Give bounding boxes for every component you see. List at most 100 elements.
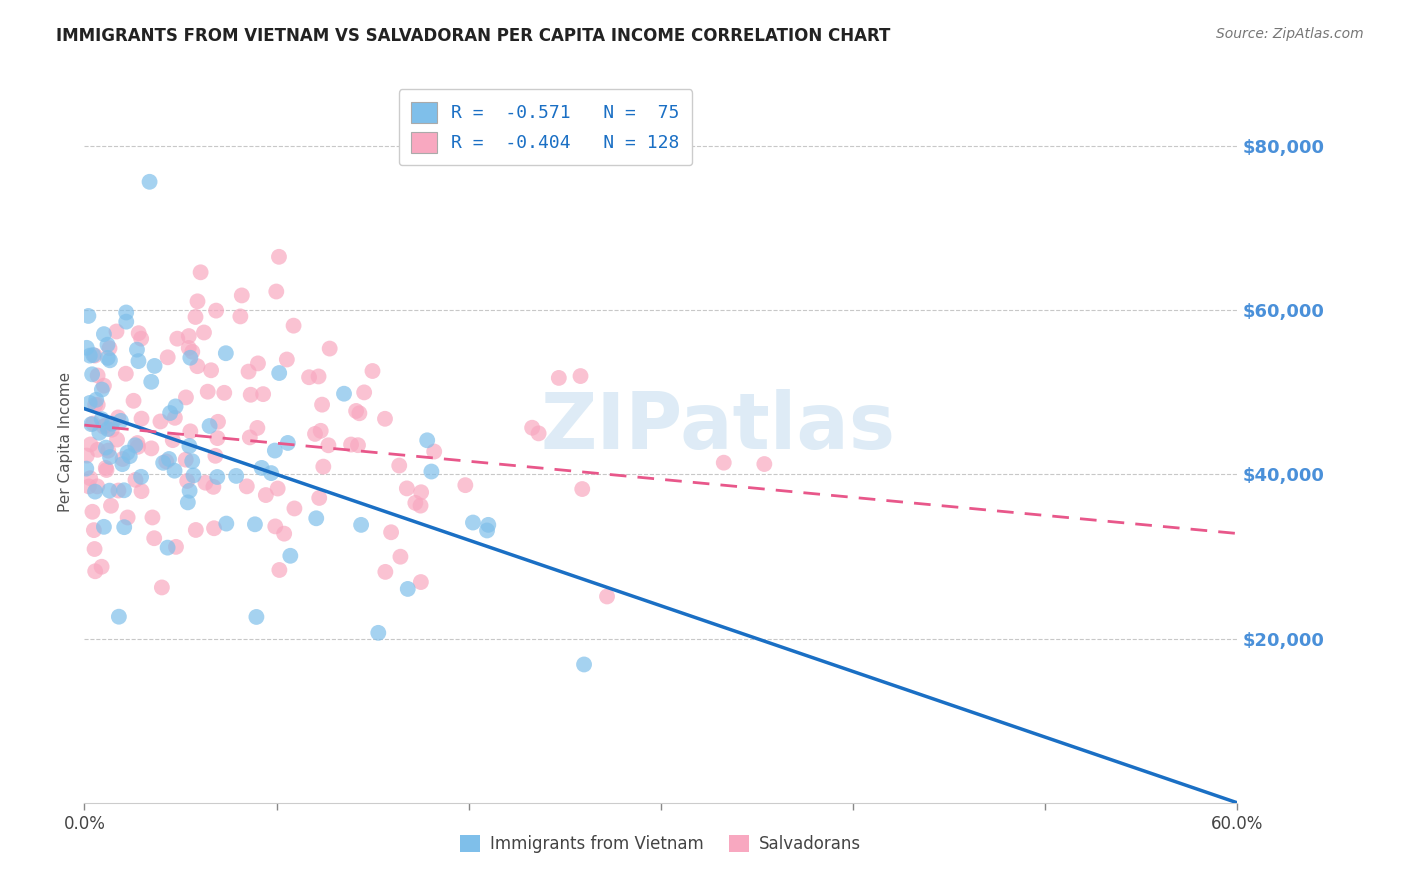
Point	[89, 425, 111, 440]
Point	[207, 470, 229, 484]
Point	[107, 410, 129, 425]
Point	[105, 325, 128, 339]
Point	[333, 386, 356, 401]
Point	[98, 450, 121, 464]
Point	[177, 495, 200, 509]
Point	[347, 438, 370, 452]
Point	[94, 461, 117, 475]
Point	[124, 438, 146, 452]
Point	[163, 410, 186, 425]
Point	[264, 519, 287, 533]
Point	[278, 549, 301, 563]
Point	[304, 426, 326, 441]
Point	[454, 478, 477, 492]
Point	[156, 541, 179, 555]
Point	[112, 483, 135, 498]
Point	[254, 488, 277, 502]
Point	[266, 482, 288, 496]
Point	[82, 348, 104, 362]
Point	[250, 461, 273, 475]
Point	[83, 523, 105, 537]
Point	[115, 305, 138, 319]
Point	[277, 436, 299, 450]
Point	[101, 417, 124, 431]
Point	[166, 332, 188, 346]
Point	[380, 525, 402, 540]
Point	[409, 499, 432, 513]
Point	[205, 303, 228, 318]
Point	[79, 471, 101, 485]
Point	[225, 469, 247, 483]
Point	[276, 352, 298, 367]
Point	[118, 449, 141, 463]
Point	[198, 419, 221, 434]
Point	[246, 421, 269, 435]
Point	[127, 436, 149, 450]
Point	[131, 411, 153, 425]
Point	[162, 433, 184, 447]
Point	[181, 344, 204, 359]
Point	[79, 396, 101, 410]
Point	[77, 309, 100, 323]
Point	[395, 482, 418, 496]
Point	[202, 480, 225, 494]
Point	[475, 524, 498, 538]
Point	[177, 341, 200, 355]
Point	[374, 565, 396, 579]
Point	[75, 461, 97, 475]
Text: IMMIGRANTS FROM VIETNAM VS SALVADORAN PER CAPITA INCOME CORRELATION CHART: IMMIGRANTS FROM VIETNAM VS SALVADORAN PE…	[56, 27, 890, 45]
Point	[112, 520, 135, 534]
Point	[125, 343, 148, 357]
Point	[416, 434, 439, 448]
Point	[200, 363, 222, 377]
Point	[129, 470, 152, 484]
Point	[82, 505, 104, 519]
Point	[97, 351, 120, 365]
Legend: Immigrants from Vietnam, Salvadorans: Immigrants from Vietnam, Salvadorans	[454, 828, 868, 860]
Point	[83, 541, 105, 556]
Point	[96, 337, 118, 351]
Point	[197, 384, 219, 399]
Y-axis label: Per Capita Income: Per Capita Income	[58, 371, 73, 512]
Point	[174, 452, 197, 467]
Point	[344, 404, 367, 418]
Point	[82, 368, 104, 382]
Point	[93, 378, 115, 392]
Text: Source: ZipAtlas.com: Source: ZipAtlas.com	[1216, 27, 1364, 41]
Point	[143, 531, 166, 545]
Point	[79, 349, 101, 363]
Point	[713, 456, 735, 470]
Point	[318, 342, 340, 356]
Point	[350, 517, 373, 532]
Point	[131, 484, 153, 499]
Point	[204, 449, 226, 463]
Point	[404, 496, 426, 510]
Point	[97, 422, 120, 436]
Point	[571, 482, 593, 496]
Point	[238, 365, 260, 379]
Point	[93, 520, 115, 534]
Point	[98, 483, 121, 498]
Point	[207, 415, 229, 429]
Point	[349, 406, 371, 420]
Point	[105, 433, 128, 447]
Point	[114, 367, 136, 381]
Point	[181, 454, 204, 468]
Point	[754, 457, 776, 471]
Point	[179, 351, 201, 365]
Point	[155, 454, 177, 468]
Point	[231, 288, 253, 302]
Point	[252, 387, 274, 401]
Point	[308, 491, 330, 505]
Point	[79, 437, 101, 451]
Point	[239, 388, 262, 402]
Point	[157, 452, 180, 467]
Point	[177, 329, 200, 343]
Point	[243, 517, 266, 532]
Point	[141, 375, 163, 389]
Point	[186, 294, 208, 309]
Point	[423, 444, 446, 458]
Point	[80, 417, 103, 432]
Point	[98, 353, 121, 368]
Point	[124, 473, 146, 487]
